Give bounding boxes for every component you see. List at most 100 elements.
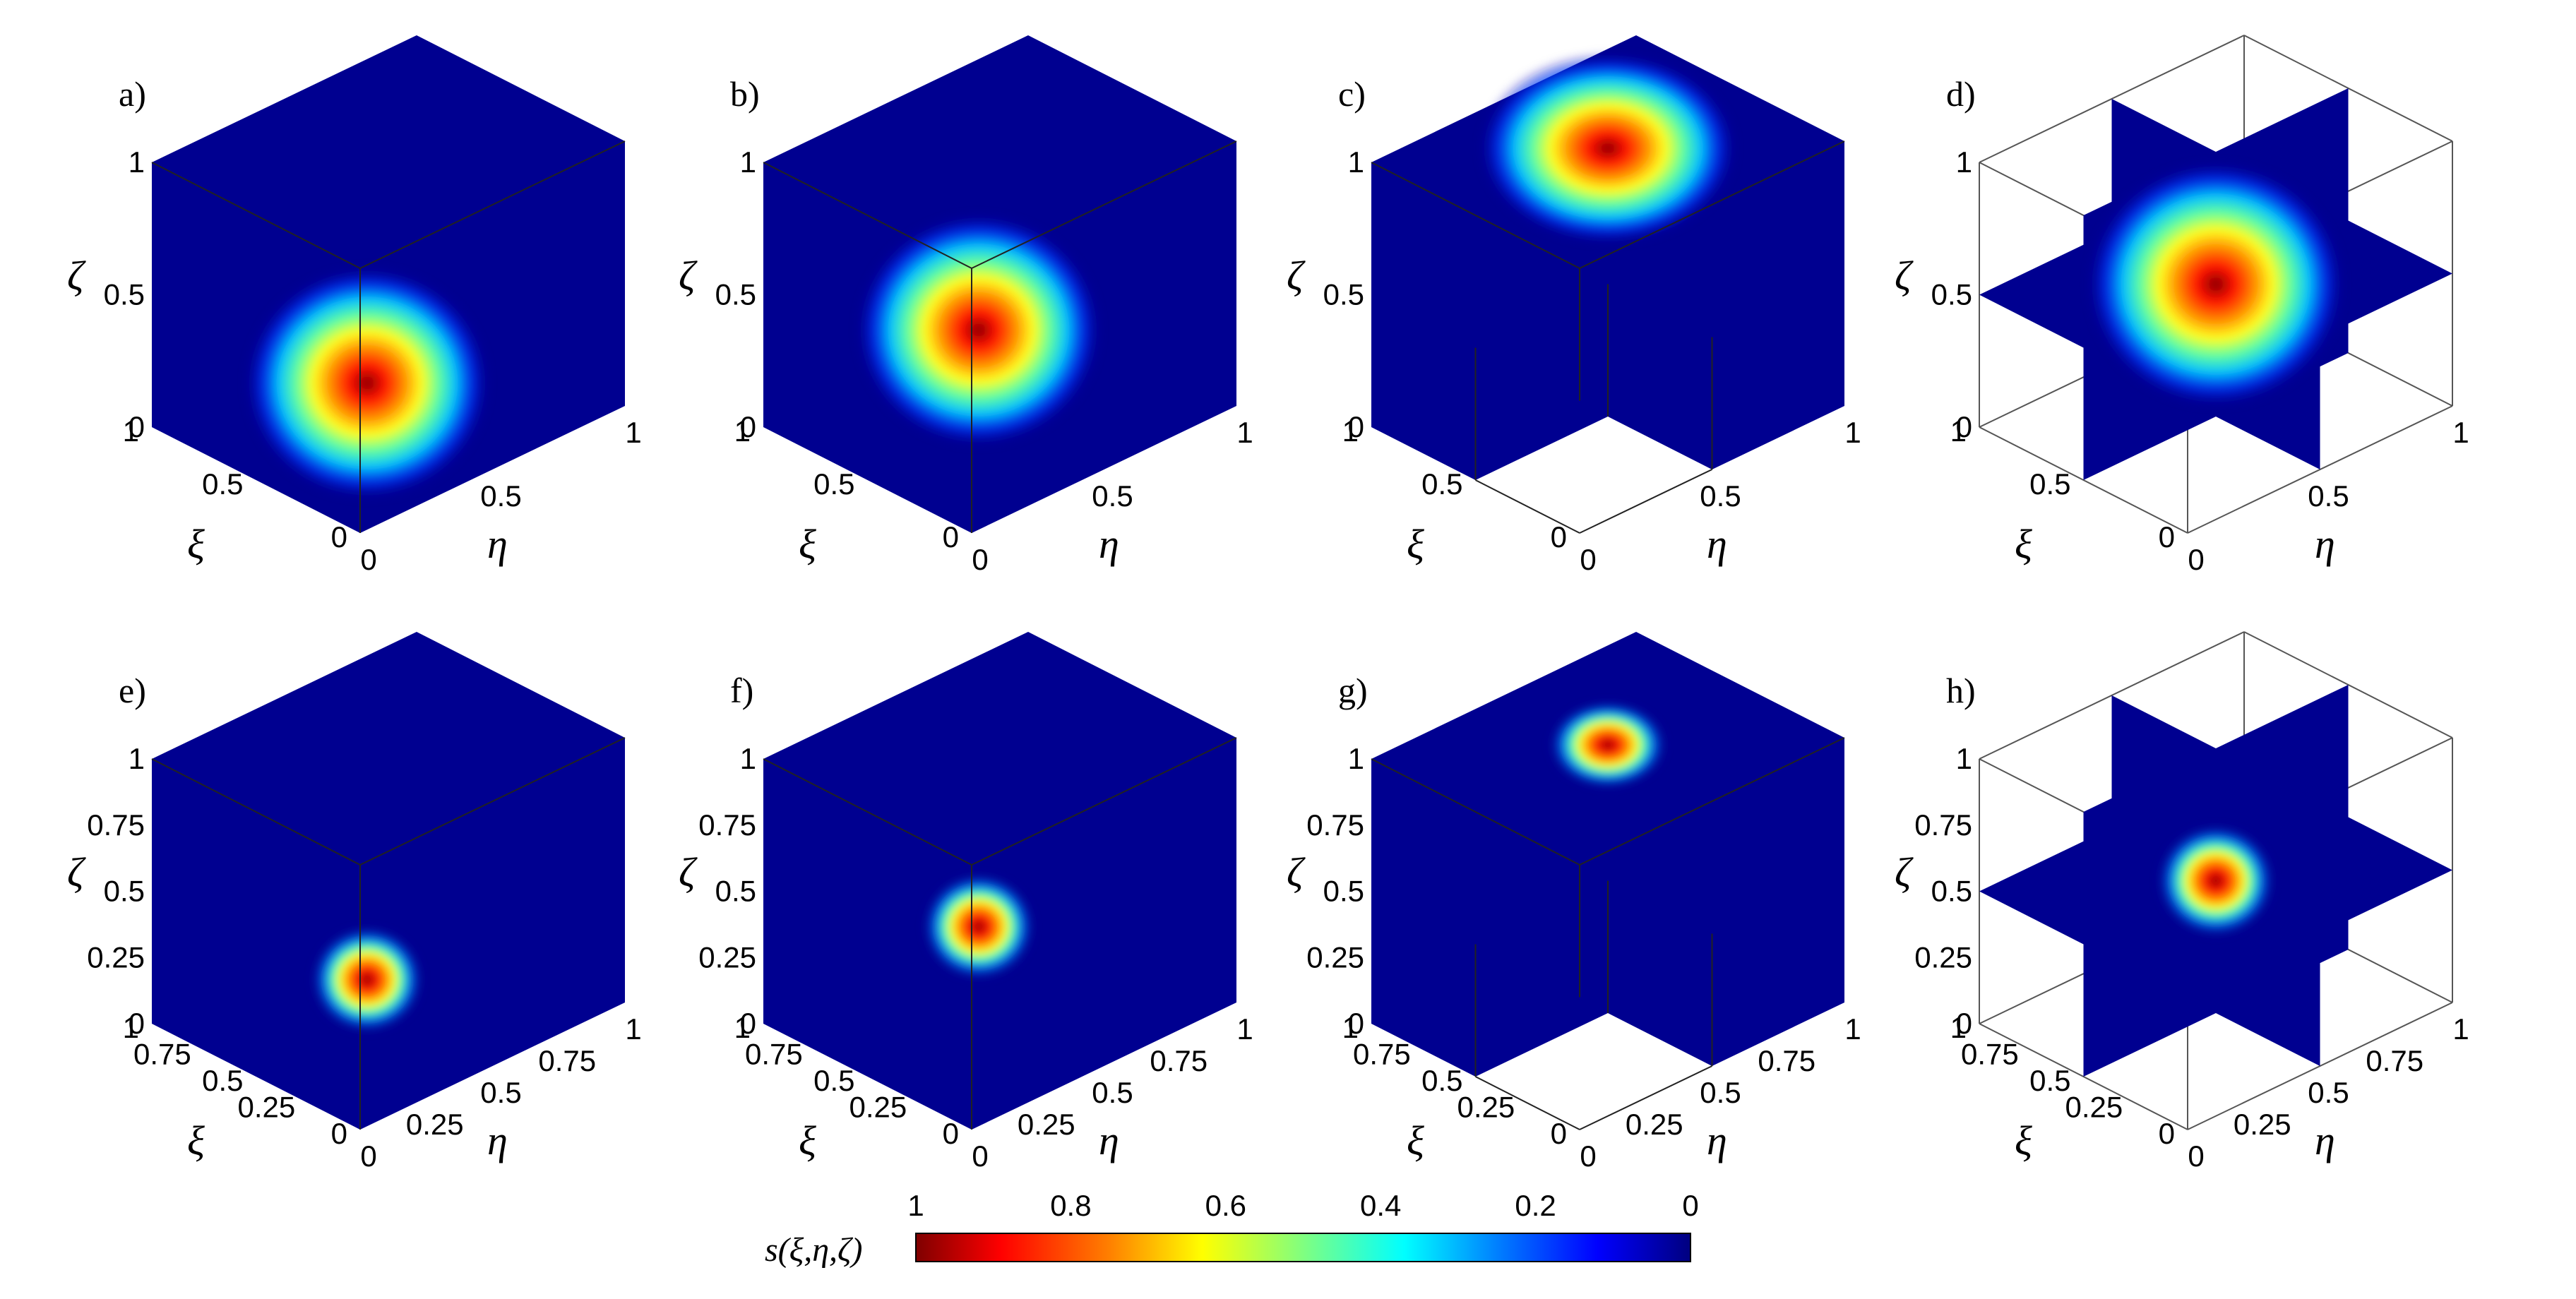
panel-label: a) (119, 74, 146, 114)
panel-label: h) (1946, 671, 1976, 710)
face-eta (1580, 141, 1844, 469)
colorbar-tick: 1 (907, 1189, 924, 1222)
xi-tick: 1 (734, 1011, 751, 1044)
zeta-tick: 0.5 (1323, 875, 1364, 908)
hot-spot (1478, 52, 1738, 245)
hot-spot (311, 926, 424, 1034)
xi-tick: 0.25 (1457, 1091, 1515, 1124)
xi-tick: 0 (943, 520, 959, 553)
eta-tick: 0.5 (480, 479, 521, 513)
xi-tick: 1 (123, 1011, 139, 1044)
zeta-axis-label: ζ (1287, 849, 1306, 895)
zeta-axis-label: ζ (679, 849, 698, 895)
panel-label: d) (1946, 74, 1976, 114)
eta-tick: 1 (1844, 1012, 1861, 1046)
eta-axis-label: η (2315, 521, 2335, 567)
box-edges (1371, 140, 1845, 534)
eta-axis-label: η (1099, 521, 1119, 567)
zeta-tick: 1 (1348, 145, 1364, 179)
zeta-tick: 0 (740, 1007, 756, 1040)
eta-tick: 0.25 (406, 1108, 464, 1141)
eta-tick: 0.25 (1626, 1108, 1683, 1141)
eta-tick: 0.5 (2308, 479, 2349, 513)
cut-face-a (1475, 880, 1608, 1077)
panel-label: g) (1338, 671, 1368, 710)
zeta-axis-label: ζ (1895, 253, 1914, 299)
zeta-axis-label: ζ (67, 253, 86, 299)
zeta-tick: 0.5 (715, 278, 756, 311)
eta-tick: 0.75 (538, 1044, 596, 1077)
colorbar-tick: 0.4 (1360, 1189, 1401, 1222)
eta-axis-label: η (1099, 1118, 1119, 1163)
zeta-tick: 0.75 (1914, 808, 1972, 842)
eta-tick: 0 (972, 543, 988, 576)
hot-spot (922, 873, 1035, 981)
face-top (152, 35, 625, 268)
xi-tick: 0.5 (1421, 467, 1462, 501)
panel-label: b) (730, 74, 760, 114)
hot-spot (2157, 824, 2275, 938)
zeta-tick: 0 (740, 410, 756, 443)
xi-axis-label: ξ (799, 521, 816, 567)
xi-tick: 0.5 (2029, 1064, 2070, 1097)
xi-tick: 0.75 (133, 1038, 191, 1071)
hot-spot (244, 265, 491, 501)
eta-tick: 1 (625, 1012, 641, 1046)
xi-tick: 0.5 (813, 1064, 854, 1097)
zeta-tick: 1 (1348, 742, 1364, 775)
cut-face-a (1475, 284, 1608, 480)
xi-tick: 0.5 (2029, 467, 2070, 501)
zeta-tick: 0.75 (1306, 808, 1364, 842)
zeta-tick: 0.5 (1931, 875, 1972, 908)
eta-axis-label: η (1707, 1118, 1727, 1163)
xi-tick: 1 (1950, 1011, 1967, 1044)
hot-spot (855, 212, 1102, 448)
zeta-tick: 0.5 (1931, 278, 1972, 311)
cut-face-b (1608, 880, 1712, 1066)
colorbar-tick: 0 (1682, 1189, 1698, 1222)
zeta-tick: 0 (129, 1007, 145, 1040)
xi-tick: 0.5 (202, 1064, 243, 1097)
face-top (763, 632, 1236, 865)
face-xi (763, 759, 972, 1130)
xi-tick: 0 (943, 1117, 959, 1150)
xi-tick: 0.75 (1961, 1038, 2019, 1071)
zeta-tick: 1 (1956, 145, 1972, 179)
colorbar-tick: 0.2 (1515, 1189, 1556, 1222)
xi-tick: 0.75 (1353, 1038, 1411, 1071)
xi-tick: 0.25 (849, 1091, 907, 1124)
eta-tick: 0 (2188, 543, 2204, 576)
eta-axis-label: η (2315, 1118, 2335, 1163)
zeta-tick: 0 (1348, 410, 1364, 443)
xi-axis-label: ξ (1407, 1118, 1424, 1163)
eta-axis-label: η (487, 521, 508, 567)
eta-axis-label: η (1707, 521, 1727, 567)
xi-tick: 1 (1342, 414, 1359, 448)
eta-tick: 1 (1844, 416, 1861, 449)
eta-tick: 1 (1236, 1012, 1253, 1046)
face-top (763, 35, 1236, 268)
eta-tick: 0 (360, 1139, 376, 1173)
xi-tick: 0 (2159, 1117, 2175, 1150)
zeta-axis-label: ζ (679, 253, 698, 299)
xi-tick: 0.5 (202, 467, 243, 501)
panel-label: c) (1338, 74, 1366, 114)
zeta-axis-label: ζ (1287, 253, 1306, 299)
zeta-tick: 0.5 (1323, 278, 1364, 311)
xi-tick: 0 (2159, 520, 2175, 553)
hot-spot (2086, 160, 2346, 408)
eta-tick: 0.25 (2234, 1108, 2291, 1141)
xi-tick: 1 (1950, 414, 1967, 448)
face-xi (152, 759, 360, 1130)
face-xi (1371, 162, 1476, 480)
box-edges (763, 140, 1237, 533)
